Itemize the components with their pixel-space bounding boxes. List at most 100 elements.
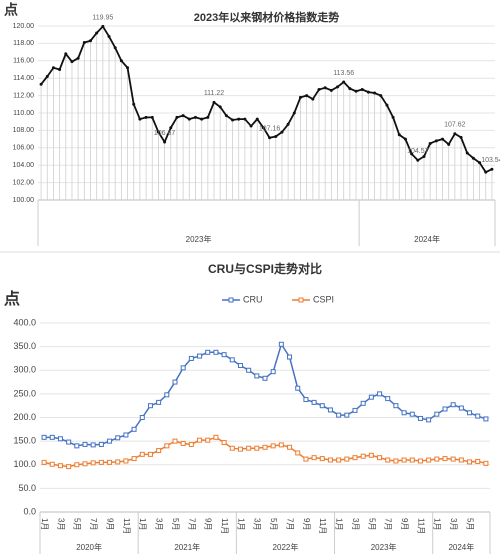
point xyxy=(147,403,153,409)
legend-marker xyxy=(228,297,234,303)
point xyxy=(303,456,309,462)
point xyxy=(144,115,148,119)
x-tick-label: 9月 xyxy=(400,518,409,530)
point xyxy=(410,152,414,156)
point xyxy=(450,456,456,462)
point xyxy=(434,411,440,417)
point xyxy=(262,444,268,450)
point xyxy=(237,363,243,369)
point xyxy=(150,115,154,119)
point xyxy=(329,88,333,92)
x-tick-label: 5月 xyxy=(465,518,474,530)
point xyxy=(295,385,301,391)
point xyxy=(229,445,235,451)
y-tick-label: 200.0 xyxy=(13,412,36,422)
point xyxy=(206,115,210,119)
point xyxy=(90,442,96,448)
x-group-label: 2023年 xyxy=(371,542,397,552)
point xyxy=(95,31,99,35)
point xyxy=(98,441,104,447)
point xyxy=(249,124,253,128)
legend-label: CSPI xyxy=(313,294,334,304)
point xyxy=(401,410,407,416)
data-label: 107.62 xyxy=(444,122,466,129)
point xyxy=(303,397,309,403)
point xyxy=(348,87,352,91)
point xyxy=(270,369,276,375)
point xyxy=(450,402,456,408)
point xyxy=(246,367,252,373)
data-label: 103.54 xyxy=(481,157,500,164)
point xyxy=(205,349,211,355)
x-tick-label: 11月 xyxy=(416,518,425,534)
point xyxy=(107,459,113,465)
point xyxy=(471,156,475,160)
point xyxy=(200,117,204,121)
point xyxy=(107,438,113,444)
point xyxy=(90,460,96,466)
point xyxy=(409,411,415,417)
point xyxy=(484,170,488,174)
point xyxy=(107,34,111,38)
y-tick-label: 150.0 xyxy=(13,436,36,446)
point xyxy=(336,412,342,418)
point xyxy=(197,437,203,443)
point xyxy=(139,415,145,420)
y-tick-label: 400.0 xyxy=(13,317,36,327)
point xyxy=(175,115,179,119)
data-label: 111.22 xyxy=(204,90,224,97)
point xyxy=(311,97,315,101)
point xyxy=(41,434,47,440)
point xyxy=(262,375,268,381)
point xyxy=(98,459,104,465)
y-tick-label: 110.00 xyxy=(13,110,34,117)
point xyxy=(132,102,136,106)
point xyxy=(327,457,333,463)
point xyxy=(327,407,333,413)
point xyxy=(360,453,366,459)
point xyxy=(373,91,377,95)
point xyxy=(287,354,293,360)
y-axis-unit: 点 xyxy=(4,289,20,308)
point xyxy=(138,117,142,121)
point xyxy=(172,379,178,385)
data-label: 104.57 xyxy=(407,148,429,155)
point xyxy=(76,56,80,60)
point xyxy=(342,80,346,84)
point xyxy=(354,89,358,93)
point xyxy=(49,461,55,467)
x-group-label: 2020年 xyxy=(76,542,102,552)
x-tick-label: 9月 xyxy=(204,518,213,530)
point xyxy=(126,66,130,70)
point xyxy=(490,167,494,171)
x-tick-label: 3月 xyxy=(253,518,262,530)
point xyxy=(336,85,340,89)
y-tick-label: 106.00 xyxy=(13,145,35,152)
point xyxy=(82,461,88,467)
point xyxy=(139,451,145,457)
chart-title: 2023年以来钢材价格指数走势 xyxy=(194,10,339,24)
point xyxy=(131,426,137,432)
point xyxy=(453,132,457,136)
point xyxy=(119,59,123,63)
point xyxy=(352,455,358,461)
point xyxy=(319,456,325,462)
point xyxy=(218,105,222,109)
point xyxy=(246,445,252,451)
point xyxy=(317,88,321,92)
point xyxy=(254,373,260,379)
point xyxy=(70,60,74,64)
point xyxy=(483,460,489,466)
point xyxy=(465,151,469,155)
x-tick-label: 1月 xyxy=(236,518,245,530)
point xyxy=(237,117,241,121)
point xyxy=(255,117,259,121)
point xyxy=(368,394,374,400)
point xyxy=(64,52,68,56)
y-tick-label: 102.00 xyxy=(13,179,35,186)
y-tick-label: 250.0 xyxy=(13,388,36,398)
point xyxy=(475,458,481,464)
point xyxy=(422,155,426,158)
point xyxy=(292,111,296,115)
